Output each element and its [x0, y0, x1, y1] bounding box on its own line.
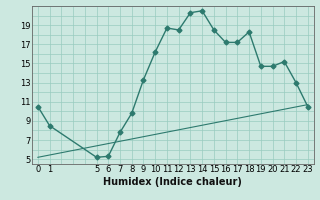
- X-axis label: Humidex (Indice chaleur): Humidex (Indice chaleur): [103, 177, 242, 187]
